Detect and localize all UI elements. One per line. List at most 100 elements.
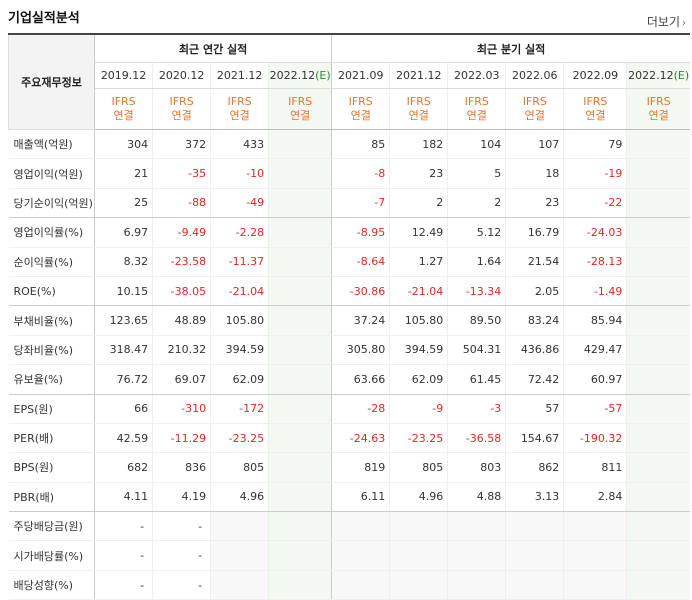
table-cell: -23.58 xyxy=(152,247,211,277)
basis-consolidated: 연결 xyxy=(171,109,192,122)
period-header: 2022.12(E) xyxy=(268,62,332,89)
basis-ifrs: IFRS xyxy=(583,95,608,108)
table-row: 순이익률(%) 8.32 -23.58 -11.37 -8.64 1.27 1.64 21.5… xyxy=(8,247,690,277)
table-row: EPS(원) 66 -310 -172 -28 -9 -3 57 -57 xyxy=(8,394,690,424)
period-header: 2021.12 xyxy=(389,62,448,89)
table-cell: -38.05 xyxy=(152,276,211,307)
table-cell xyxy=(626,540,690,571)
table-cell xyxy=(268,364,332,395)
table-cell: 42.59 xyxy=(94,423,153,454)
table-cell xyxy=(268,423,332,454)
table-cell: -23.25 xyxy=(389,423,448,454)
table-cell: 429.47 xyxy=(563,335,627,366)
basis-ifrs: IFRS xyxy=(227,95,252,108)
row-label: 영업이익률(%) xyxy=(8,217,96,248)
row-label: 순이익률(%) xyxy=(8,247,96,277)
table-cell: 21.54 xyxy=(505,247,564,277)
table-cell xyxy=(268,188,332,219)
table-cell xyxy=(447,540,506,571)
table-cell xyxy=(268,217,332,248)
more-link[interactable]: 더보기 › xyxy=(647,13,686,30)
table-cell: 6.97 xyxy=(94,217,153,248)
table-cell: 862 xyxy=(505,452,564,483)
table-cell: 79 xyxy=(563,129,627,160)
table-cell: 62.09 xyxy=(210,364,269,395)
table-cell: 5.12 xyxy=(447,217,506,248)
table-cell: -23.25 xyxy=(210,423,269,454)
table-cell: 72.42 xyxy=(505,364,564,395)
estimate-marker: (E) xyxy=(673,69,690,82)
table-row: 부채비율(%) 123.65 48.89 105.80 37.24 105.80 89.50… xyxy=(8,305,690,336)
table-cell: - xyxy=(94,511,153,542)
table-cell xyxy=(268,540,332,571)
row-label: ROE(%) xyxy=(8,276,96,307)
table-row: 유보율(%) 76.72 69.07 62.09 63.66 62.09 61.45 72.4… xyxy=(8,364,690,395)
table-cell xyxy=(389,540,448,571)
table-cell: 504.31 xyxy=(447,335,506,366)
chevron-right-icon: › xyxy=(682,18,686,29)
period-header: 2021.12 xyxy=(210,62,269,89)
table-cell xyxy=(505,570,564,600)
quarter-group-header: 최근 분기 실적 xyxy=(331,34,690,63)
table-cell: -13.34 xyxy=(447,276,506,307)
table-cell xyxy=(626,452,690,483)
financial-table: 주요재무정보 최근 연간 실적 최근 분기 실적 2019.12 2020.12 2… xyxy=(7,33,690,600)
table-cell: 37.24 xyxy=(331,305,390,336)
table-row: 배당성향(%) - - xyxy=(8,570,690,600)
table-cell: 16.79 xyxy=(505,217,564,248)
period-header: 2021.09 xyxy=(331,62,390,89)
table-cell: 182 xyxy=(389,129,448,160)
table-cell: - xyxy=(152,511,211,542)
table-row: 영업이익률(%) 6.97 -9.49 -2.28 -8.95 12.49 5.12 16.7… xyxy=(8,217,690,248)
row-label: PBR(배) xyxy=(8,482,96,513)
table-cell xyxy=(626,217,690,248)
period-header: 2020.12 xyxy=(152,62,211,89)
table-row: BPS(원) 682 836 805 819 805 803 862 811 xyxy=(8,452,690,483)
basis-header: IFRS 연결 xyxy=(94,88,153,130)
basis-consolidated: 연결 xyxy=(408,109,429,122)
table-cell xyxy=(505,540,564,571)
basis-consolidated: 연결 xyxy=(648,109,669,122)
period-label: 2022.12(E) xyxy=(269,69,331,82)
table-cell: 3.13 xyxy=(505,482,564,513)
table-cell: 154.67 xyxy=(505,423,564,454)
row-label: 영업이익(억원) xyxy=(8,158,96,189)
basis-consolidated: 연결 xyxy=(350,109,371,122)
row-label: BPS(원) xyxy=(8,452,96,483)
table-cell xyxy=(626,247,690,277)
table-cell xyxy=(268,305,332,336)
table-cell: -3 xyxy=(447,394,506,424)
table-cell: 85 xyxy=(331,129,390,160)
table-cell xyxy=(626,158,690,189)
table-cell xyxy=(626,276,690,307)
table-cell xyxy=(331,511,390,542)
table-cell: 69.07 xyxy=(152,364,211,395)
table-cell: 210.32 xyxy=(152,335,211,366)
table-cell: 25 xyxy=(94,188,153,219)
table-cell: 318.47 xyxy=(94,335,153,366)
table-cell xyxy=(626,570,690,600)
table-row: 영업이익(억원) 21 -35 -10 -8 23 5 18 -19 xyxy=(8,158,690,189)
table-cell: 123.65 xyxy=(94,305,153,336)
table-cell: -11.37 xyxy=(210,247,269,277)
table-cell: 4.19 xyxy=(152,482,211,513)
table-cell: -19 xyxy=(563,158,627,189)
more-label[interactable]: 더보기 xyxy=(646,15,680,29)
table-cell: -30.86 xyxy=(331,276,390,307)
table-cell: -21.04 xyxy=(210,276,269,307)
row-label: 배당성향(%) xyxy=(8,570,96,600)
table-cell: 4.96 xyxy=(389,482,448,513)
table-cell xyxy=(626,423,690,454)
table-cell: 805 xyxy=(210,452,269,483)
row-label: 시가배당률(%) xyxy=(8,540,96,571)
row-label: 주당배당금(원) xyxy=(8,511,96,542)
table-cell: - xyxy=(152,570,211,600)
table-cell: -88 xyxy=(152,188,211,219)
basis-header: IFRS 연결 xyxy=(331,88,390,130)
table-cell: -22 xyxy=(563,188,627,219)
basis-header: IFRS 연결 xyxy=(563,88,627,130)
basis-consolidated: 연결 xyxy=(113,109,134,122)
section-title: 기업실적분석 xyxy=(8,11,80,26)
row-label: 부채비율(%) xyxy=(8,305,96,336)
table-cell: -9.49 xyxy=(152,217,211,248)
